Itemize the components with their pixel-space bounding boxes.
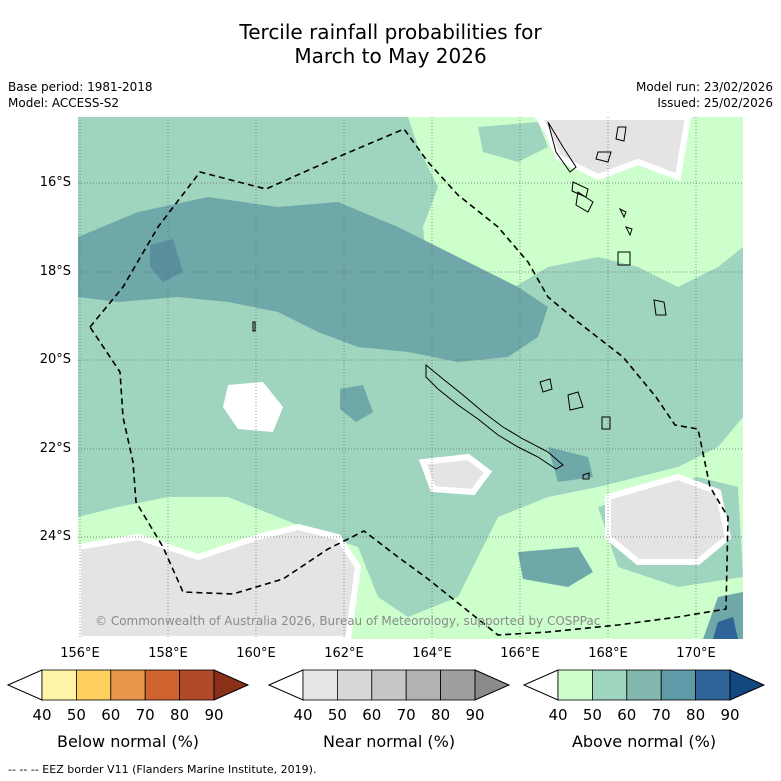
lat-label: 18°S: [39, 264, 71, 279]
base-period: Base period: 1981-2018: [8, 80, 153, 94]
colorbar-tick-label: 40: [548, 706, 568, 724]
lat-label: 20°S: [39, 352, 71, 367]
colorbar-segment: [179, 669, 215, 701]
model-run: Model run: 23/02/2026: [635, 80, 773, 94]
lon-label: 170°E: [676, 646, 716, 661]
colorbar-tick-label: 90: [720, 706, 740, 724]
copyright-text: © Commonwealth of Australia 2026, Bureau…: [95, 614, 601, 628]
colorbar-segment: [660, 669, 697, 701]
above-60-region-2: [340, 385, 373, 422]
above-50-region-2: [478, 122, 548, 162]
colorbar-segment: [695, 669, 731, 701]
near-normal-region-ne: [534, 117, 692, 182]
colorbars-svg: [6, 669, 766, 701]
above-normal-colorbar: [522, 669, 766, 701]
lon-label: 164°E: [412, 646, 452, 661]
near-normal-label: Near normal (%): [322, 732, 456, 751]
colorbar-segment: [405, 669, 442, 701]
chart-title-line2: March to May 2026: [294, 44, 487, 68]
model-name: Model: ACCESS-S2: [8, 96, 120, 110]
colorbar-under-triangle: [522, 669, 559, 701]
above-70-region: [150, 239, 183, 282]
meta-left: Base period: 1981-2018 Model: ACCESS-S2: [8, 79, 153, 111]
colorbar-tick-label: 50: [66, 706, 86, 724]
above-60-region-3: [518, 547, 593, 587]
island-outline: [252, 321, 256, 332]
colorbar-tick-label: 40: [32, 706, 52, 724]
below-normal-label: Below normal (%): [56, 732, 200, 751]
island-outline: [539, 378, 553, 393]
below-normal-colorbar: [6, 669, 250, 701]
colorbar-tick-label: 70: [651, 706, 671, 724]
eez-legend: -- -- -- EEZ border V11 (Flanders Marine…: [8, 763, 317, 776]
colorbar-segment: [371, 669, 407, 701]
colorbar-segment: [592, 669, 628, 701]
colorbar-segment: [41, 669, 77, 701]
colorbar-tick-label: 80: [170, 706, 190, 724]
map-gridlines: [78, 117, 743, 639]
colorbar-segment: [110, 669, 146, 701]
colorbar-segment: [144, 669, 180, 701]
colorbar-tick-label: 60: [362, 706, 382, 724]
lon-label: 156°E: [60, 646, 100, 661]
colorbar-tick-label: 80: [686, 706, 706, 724]
white-low-region: [223, 382, 283, 432]
vanuatu-islands: [547, 121, 667, 316]
issued-date: Issued: 25/02/2026: [657, 96, 773, 110]
near-normal-colorbar: [267, 669, 511, 701]
colorbar-tick-label: 90: [465, 706, 485, 724]
map-svg: [78, 117, 743, 639]
lon-label: 160°E: [236, 646, 276, 661]
colorbar-tick-label: 70: [135, 706, 155, 724]
chart-title-line1: Tercile rainfall probabilities for: [239, 20, 542, 44]
lat-label: 16°S: [39, 175, 71, 190]
eez-border: [89, 128, 729, 636]
lat-label: 22°S: [39, 441, 71, 456]
colorbar-over-triangle: [729, 669, 766, 701]
colorbar-under-triangle: [6, 669, 43, 701]
colorbar-tick-label: 50: [582, 706, 602, 724]
colorbar-tick-label: 90: [204, 706, 224, 724]
colorbar-under-triangle: [267, 669, 304, 701]
colorbar-segment: [626, 669, 662, 701]
colorbar-tick-label: 60: [617, 706, 637, 724]
colorbar-over-triangle: [474, 669, 511, 701]
colorbar-tick-label: 50: [327, 706, 347, 724]
above-60-region: [78, 197, 548, 362]
island-outline: [567, 391, 584, 411]
colorbar-segment: [440, 669, 476, 701]
above-70-region-2: [713, 617, 738, 639]
lon-label: 162°E: [324, 646, 364, 661]
colorbar-segment: [76, 669, 112, 701]
above-normal-label: Above normal (%): [571, 732, 717, 751]
colorbar-segment: [557, 669, 593, 701]
lon-label: 158°E: [148, 646, 188, 661]
colorbar-tick-label: 80: [431, 706, 451, 724]
new-caledonia-coastline: [425, 363, 564, 470]
lat-label: 24°S: [39, 529, 71, 544]
island-outline: [582, 472, 590, 480]
island-outline: [601, 416, 611, 430]
lon-label: 168°E: [588, 646, 628, 661]
near-normal-region-center: [418, 453, 493, 496]
colorbar-tick-label: 40: [293, 706, 313, 724]
colorbar-segment: [336, 669, 373, 701]
colorbar-over-triangle: [213, 669, 250, 701]
colorbar-tick-label: 60: [101, 706, 121, 724]
colorbar-segment: [302, 669, 338, 701]
probability-map[interactable]: [78, 117, 743, 639]
near-normal-region-e: [605, 473, 732, 565]
colorbar-tick-label: 70: [396, 706, 416, 724]
meta-right: Model run: 23/02/2026 Issued: 25/02/2026: [636, 79, 773, 111]
lon-label: 166°E: [500, 646, 540, 661]
above-60-region-4: [548, 447, 593, 482]
